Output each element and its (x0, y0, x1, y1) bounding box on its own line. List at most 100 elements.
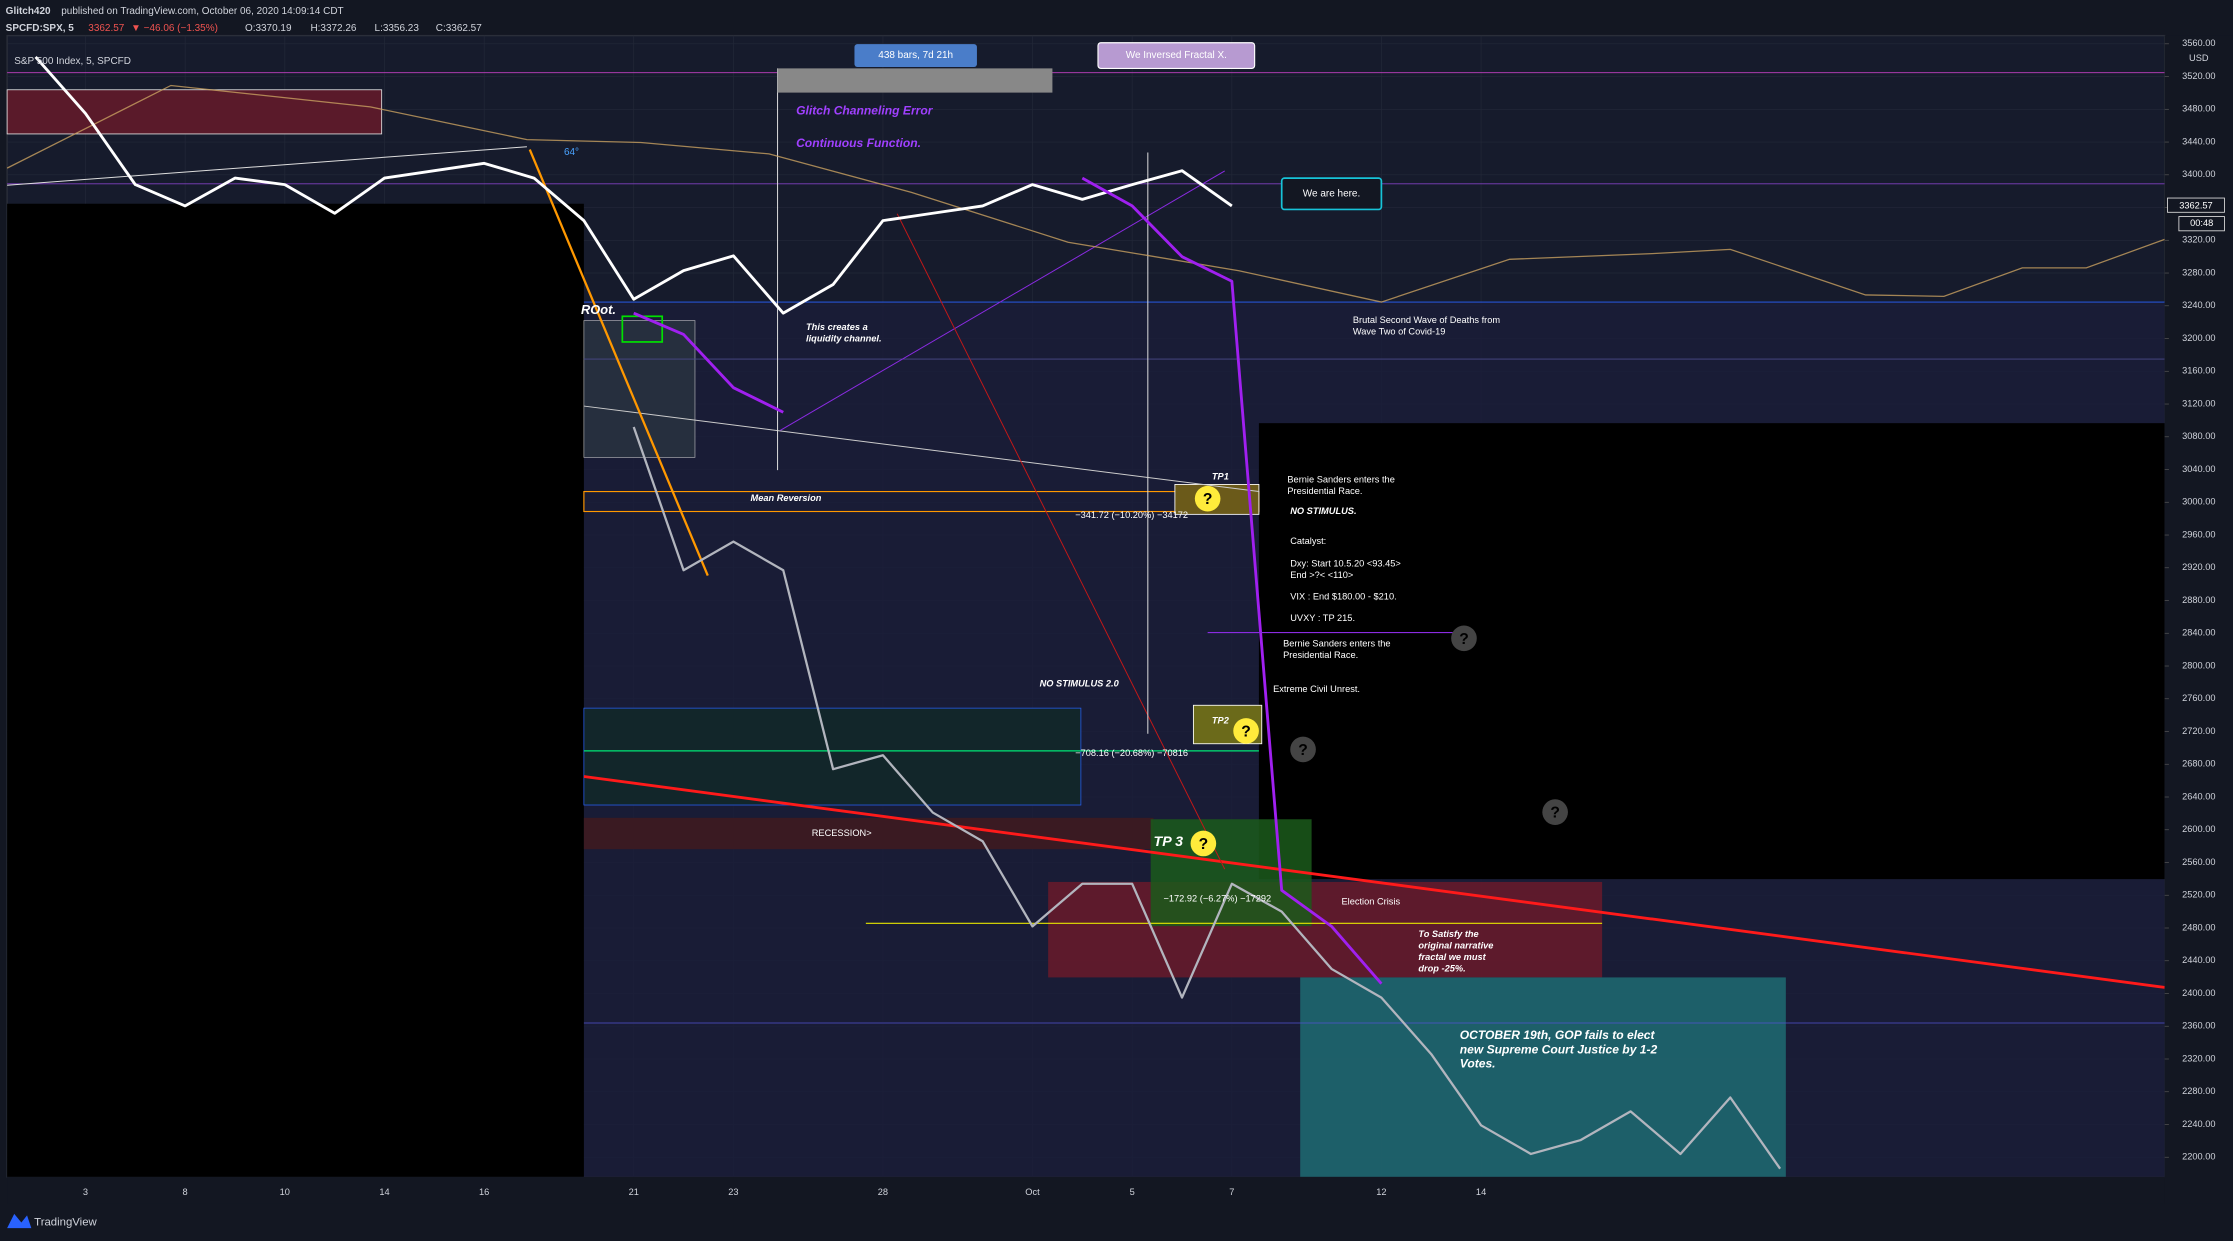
y-tick-label: 2520.00 (2182, 890, 2215, 900)
question-mark: ? (1298, 742, 1308, 759)
question-icon (1451, 625, 1477, 652)
y-tick-label: 3480.00 (2182, 104, 2215, 114)
trend-line (7, 146, 527, 186)
annotation: To Satisfy the (1418, 929, 1478, 939)
callout: We Inversed Fractal X. (1126, 50, 1227, 61)
y-tick-label: 2880.00 (2182, 595, 2215, 605)
y-tick-label: 2800.00 (2182, 660, 2215, 670)
annotation: NO STIMULUS. (1290, 506, 1356, 516)
measure-label: −172.92 (−6.27%) −17292 (1163, 893, 1271, 903)
x-tick-label: 10 (280, 1187, 290, 1197)
annotation: new Supreme Court Justice by 1-2 (1460, 1042, 1658, 1056)
x-tick-label: 12 (1376, 1187, 1386, 1197)
annotation: Glitch Channeling Error (796, 103, 934, 117)
y-tick-label: 2240.00 (2182, 1119, 2215, 1129)
x-tick-label: 21 (629, 1187, 639, 1197)
annotation: OCTOBER 19th, GOP fails to elect (1460, 1028, 1656, 1042)
y-tick-label: 3280.00 (2182, 267, 2215, 277)
zone-box (6, 89, 383, 135)
annotation: UVXY : TP 215. (1290, 613, 1355, 623)
annotation: Presidential Race. (1287, 486, 1362, 496)
countdown-tag (2178, 216, 2225, 232)
y-tick-label: 2920.00 (2182, 562, 2215, 572)
zone-box (1300, 977, 1786, 1177)
annotation: Bernie Sanders enters the (1287, 475, 1394, 485)
y-tick-label: 3200.00 (2182, 333, 2215, 343)
trend-line (780, 170, 1225, 431)
y-tick-label: 2640.00 (2182, 791, 2215, 801)
y-tick-label: 2760.00 (2182, 693, 2215, 703)
annotation: fractal we must (1418, 952, 1486, 962)
annotation: NO STIMULUS 2.0 (1040, 678, 1120, 688)
annotation: TP2 (1212, 715, 1230, 725)
y-tick-label: 2440.00 (2182, 955, 2215, 965)
question-mark: ? (1203, 491, 1213, 508)
question-icon (1233, 718, 1259, 744)
published: published on TradingView.com, October 06… (61, 6, 343, 17)
high: H:3372.26 (310, 23, 356, 34)
annotation: Catalyst: (1290, 536, 1326, 546)
y-tick-label: 2360.00 (2182, 1021, 2215, 1031)
bars-label: 438 bars, 7d 21h (878, 50, 953, 61)
symbol: SPCFD:SPX, 5 (6, 23, 75, 34)
price-line (1081, 176, 1383, 985)
x-tick-label: 14 (379, 1187, 389, 1197)
y-tick-label: 2280.00 (2182, 1086, 2215, 1096)
time-axis (7, 1176, 2165, 1204)
annotation: Election Crisis (1342, 896, 1401, 906)
y-tick-label: 2400.00 (2182, 988, 2215, 998)
callout-box (1097, 42, 1256, 69)
range-box (777, 68, 1053, 93)
y-tick-label: 3000.00 (2182, 497, 2215, 507)
y-tick-label: 3160.00 (2182, 366, 2215, 376)
annotation: Extreme Civil Unrest. (1273, 684, 1360, 694)
annotation: Mean Reversion (751, 493, 822, 503)
callout: We are here. (1303, 188, 1360, 199)
y-tick-label: 2200.00 (2182, 1152, 2215, 1162)
price-line (632, 426, 1782, 1170)
y-tick-label: 3080.00 (2182, 431, 2215, 441)
measure-label: −341.72 (−10.20%) −34172 (1075, 510, 1188, 520)
annotation: End >?< <110> (1290, 570, 1353, 580)
y-tick-label: 3040.00 (2182, 464, 2215, 474)
y-tick-label: 2680.00 (2182, 759, 2215, 769)
bars-label-box (854, 44, 977, 67)
annotation: TP 3 (1154, 834, 1184, 850)
countdown: 00:48 (2190, 218, 2213, 228)
trend-line (528, 149, 709, 577)
chart-title: S&P 500 Index, 5, SPCFD (14, 56, 131, 67)
x-tick-label: 8 (183, 1187, 188, 1197)
y-tick-label: 2480.00 (2182, 922, 2215, 932)
y-tick-label: 3520.00 (2182, 71, 2215, 81)
x-tick-label: 23 (728, 1187, 738, 1197)
zone-box (583, 320, 696, 458)
annotation: Dxy: Start 10.5.20 <93.45> (1290, 559, 1401, 569)
y-tick-label: 2600.00 (2182, 824, 2215, 834)
annotation: This creates a (806, 322, 868, 332)
question-icon (1542, 799, 1568, 825)
trend-line (896, 213, 1226, 870)
series-layer (34, 55, 1782, 1170)
x-tick-label: 28 (878, 1187, 888, 1197)
y-tick-label: 3560.00 (2182, 38, 2215, 48)
x-tick-label: Oct (1025, 1187, 1040, 1197)
open: O:3370.19 (245, 23, 292, 34)
price-line (633, 311, 784, 414)
measure-label: −708.16 (−20.68%) −70816 (1075, 748, 1188, 758)
question-icon (1194, 485, 1221, 512)
logo (7, 1213, 32, 1229)
black-region (7, 203, 584, 1177)
x-tick-label: 5 (1130, 1187, 1135, 1197)
y-tick-label: 3120.00 (2182, 398, 2215, 408)
trend-line (583, 775, 2165, 989)
y-tick-label: 2960.00 (2182, 529, 2215, 539)
y-tick-label: 3320.00 (2182, 235, 2215, 245)
annotation: liquidity channel. (806, 334, 882, 344)
question-icon (1290, 736, 1316, 763)
annotation: drop -25%. (1418, 963, 1465, 973)
question-icon (1190, 830, 1217, 857)
question-mark: ? (1199, 836, 1209, 853)
annotation: TP1 (1212, 472, 1229, 482)
